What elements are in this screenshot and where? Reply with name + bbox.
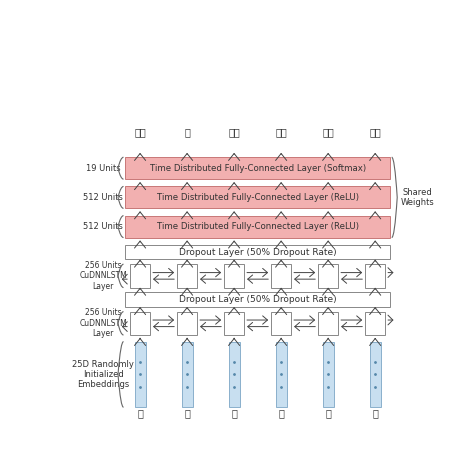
FancyBboxPatch shape <box>318 264 338 288</box>
Text: ػ: ػ <box>231 409 237 418</box>
FancyBboxPatch shape <box>323 342 334 407</box>
Text: ل: ل <box>184 128 190 137</box>
FancyBboxPatch shape <box>135 342 146 407</box>
Text: 512 Units: 512 Units <box>83 222 123 231</box>
Text: 25D Randomly
Initialized
Embeddings: 25D Randomly Initialized Embeddings <box>73 359 134 389</box>
FancyBboxPatch shape <box>275 342 287 407</box>
Text: زُ: زُ <box>369 128 381 137</box>
Text: ي: ي <box>137 409 143 418</box>
Text: 19 Units: 19 Units <box>86 164 121 173</box>
FancyBboxPatch shape <box>130 264 150 288</box>
Text: ز: ز <box>372 409 378 418</box>
Text: Time Distributed Fully-Connected Layer (Softmax): Time Distributed Fully-Connected Layer (… <box>150 164 365 173</box>
FancyBboxPatch shape <box>365 311 385 335</box>
FancyBboxPatch shape <box>177 264 197 288</box>
FancyBboxPatch shape <box>177 311 197 335</box>
FancyBboxPatch shape <box>130 311 150 335</box>
Text: ل: ل <box>184 409 190 418</box>
FancyBboxPatch shape <box>125 157 390 179</box>
FancyBboxPatch shape <box>125 216 390 237</box>
Text: Shared
Weights: Shared Weights <box>401 188 434 207</box>
Text: 256 Units
CuDNNLSTM
Layer: 256 Units CuDNNLSTM Layer <box>80 309 127 338</box>
FancyBboxPatch shape <box>271 264 291 288</box>
Text: ب: ب <box>278 409 284 418</box>
FancyBboxPatch shape <box>365 264 385 288</box>
Text: غْ: غْ <box>228 128 240 137</box>
Text: 256 Units
CuDNNLSTM
Layer: 256 Units CuDNNLSTM Layer <box>80 261 127 291</box>
Text: هُ: هُ <box>322 128 334 137</box>
Text: Time Distributed Fully-Connected Layer (ReLU): Time Distributed Fully-Connected Layer (… <box>156 193 359 202</box>
Text: ه: ه <box>325 409 331 418</box>
FancyBboxPatch shape <box>228 342 240 407</box>
Text: Time Distributed Fully-Connected Layer (ReLU): Time Distributed Fully-Connected Layer (… <box>156 222 359 231</box>
FancyBboxPatch shape <box>271 311 291 335</box>
FancyBboxPatch shape <box>125 186 390 209</box>
Text: Dropout Layer (50% Dropout Rate): Dropout Layer (50% Dropout Rate) <box>179 247 337 256</box>
FancyBboxPatch shape <box>224 264 244 288</box>
FancyBboxPatch shape <box>182 342 192 407</box>
FancyBboxPatch shape <box>224 311 244 335</box>
Text: 512 Units: 512 Units <box>83 193 123 202</box>
FancyBboxPatch shape <box>370 342 381 407</box>
Text: Dropout Layer (50% Dropout Rate): Dropout Layer (50% Dropout Rate) <box>179 295 337 304</box>
FancyBboxPatch shape <box>318 311 338 335</box>
FancyBboxPatch shape <box>125 245 390 259</box>
FancyBboxPatch shape <box>125 292 390 307</box>
Text: بُ: بُ <box>275 128 287 137</box>
Text: یْ: یْ <box>134 128 146 137</box>
